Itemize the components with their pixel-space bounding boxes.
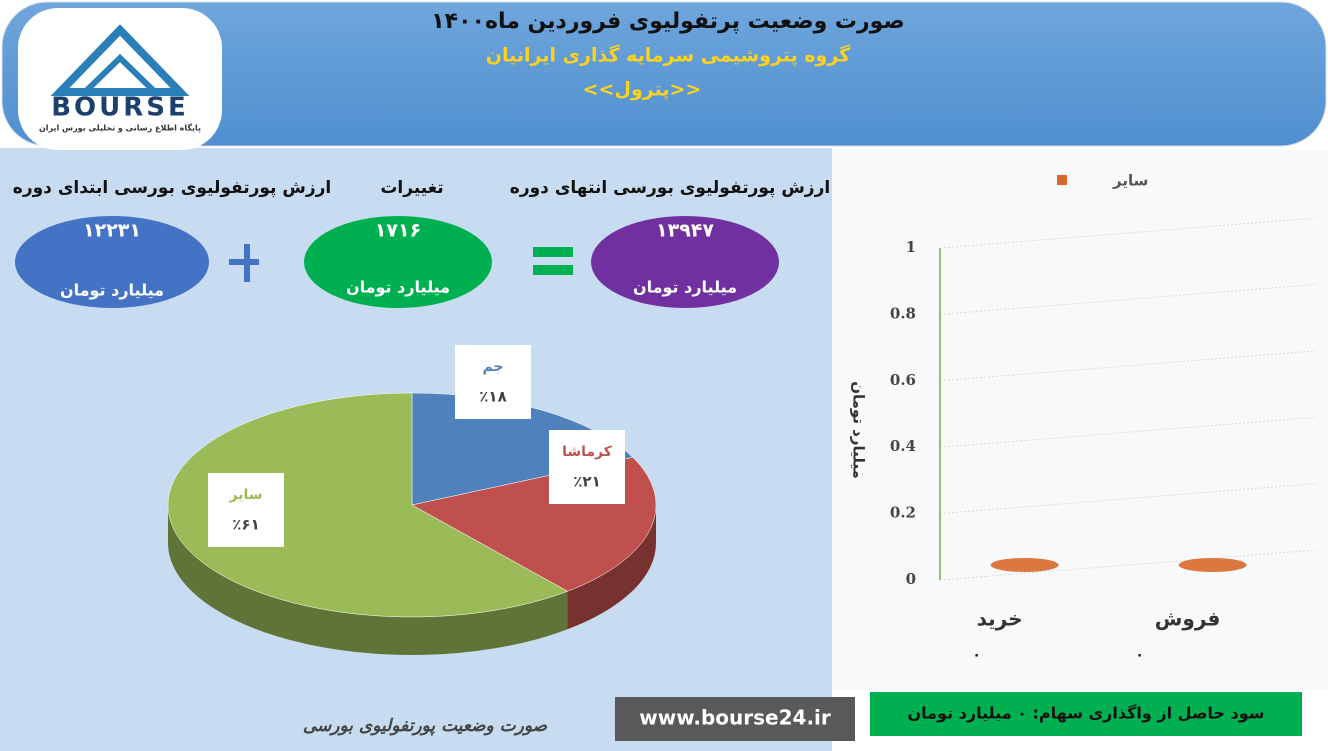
bar xyxy=(990,558,1059,572)
y-axis-label: میلیارد تومان xyxy=(850,381,868,479)
logo-mark xyxy=(50,24,190,96)
footer-caption: صورت وضعیت پورتفولیوی بورسی xyxy=(303,716,548,736)
url[interactable]: www.bourse24.ir xyxy=(639,706,831,730)
slice-label-box xyxy=(208,473,284,547)
y-tick-label: 0.6 xyxy=(890,371,916,389)
legend-swatch xyxy=(1057,175,1067,185)
slice-label: سایر xyxy=(229,487,263,503)
y-tick-label: 0.2 xyxy=(890,504,916,522)
grid-line xyxy=(939,283,1317,315)
x-tick-label: خرید xyxy=(977,607,1023,631)
summary-ellipse xyxy=(591,216,779,308)
summary-label: ارزش پورتفولیوی بورسی ابتدای دوره xyxy=(13,178,331,198)
equals-sign xyxy=(533,265,573,275)
profit-text: سود حاصل از واگذاری سهام: ۰ میلیارد توما… xyxy=(907,704,1264,723)
charts: جم ٪۱۸ کرماشا ٪۲۱ سایر ٪۶۱ 0 0.2 0.4 0.6 0.8 1 میلیا… xyxy=(167,172,1317,663)
y-tick-label: 0.8 xyxy=(890,304,916,322)
summary-unit: میلیارد تومان xyxy=(60,281,164,300)
grid-line xyxy=(939,350,1317,382)
y-tick-label: 0 xyxy=(906,570,916,588)
grid-line xyxy=(939,483,1317,515)
url-box xyxy=(615,697,855,741)
summary-unit: میلیارد تومان xyxy=(633,278,737,297)
slice-value-label: ٪۶۱ xyxy=(232,516,259,534)
summary-value: ۱۳۹۴۷ xyxy=(656,220,714,242)
summary-label: ارزش پورتفولیوی بورسی انتهای دوره xyxy=(510,178,830,198)
legend-label: سایر xyxy=(1112,172,1148,190)
summary-ellipse xyxy=(304,216,492,308)
bar-value-label: ۰ xyxy=(1135,647,1144,663)
slice-label: کرماشا xyxy=(562,444,613,460)
ticker: <<پترول>> xyxy=(583,79,702,101)
title: صورت وضعیت پرتفولیوی فروردین ماه۱۴۰۰ xyxy=(431,9,904,34)
slice-label-box xyxy=(549,430,625,504)
slice-side xyxy=(567,505,656,630)
slice-side xyxy=(168,505,568,655)
profit-box xyxy=(870,692,1302,736)
bar xyxy=(1178,558,1247,572)
bar-value-label: ۰ xyxy=(972,647,981,663)
slice-value-label: ٪۱۸ xyxy=(479,388,506,406)
logo-mark xyxy=(82,53,158,95)
logo-box xyxy=(18,8,222,150)
header-band xyxy=(1,1,1327,147)
y-tick-label: 0.4 xyxy=(890,437,916,455)
summary-label: تغییرات xyxy=(380,178,443,198)
grid-line xyxy=(939,217,1317,249)
plus-sign xyxy=(229,244,259,282)
summary-ellipse xyxy=(15,216,209,308)
y-tick-label: 1 xyxy=(906,238,916,256)
slice-value-label: ٪۲۱ xyxy=(573,473,600,491)
equals-sign xyxy=(533,247,573,257)
slice xyxy=(167,392,569,618)
logo-tagline: پایگاه اطلاع رسانی و تحلیلی بورس ایران xyxy=(39,123,201,134)
summary-value: ۱۲۲۳۱ xyxy=(83,220,141,242)
logo-text: BOURSE xyxy=(51,93,189,123)
summary-unit: میلیارد تومان xyxy=(346,278,450,297)
slice-label-box xyxy=(455,345,531,419)
summary-value: ۱۷۱۶ xyxy=(375,220,421,242)
right-panel xyxy=(832,150,1328,690)
slice-label: جم xyxy=(482,359,503,375)
subtitle: گروه پتروشیمی سرمایه گذاری ایرانیان xyxy=(486,44,851,67)
x-tick-label: فروش xyxy=(1155,607,1221,631)
grid-line xyxy=(939,416,1317,448)
grid-line xyxy=(939,549,1317,581)
